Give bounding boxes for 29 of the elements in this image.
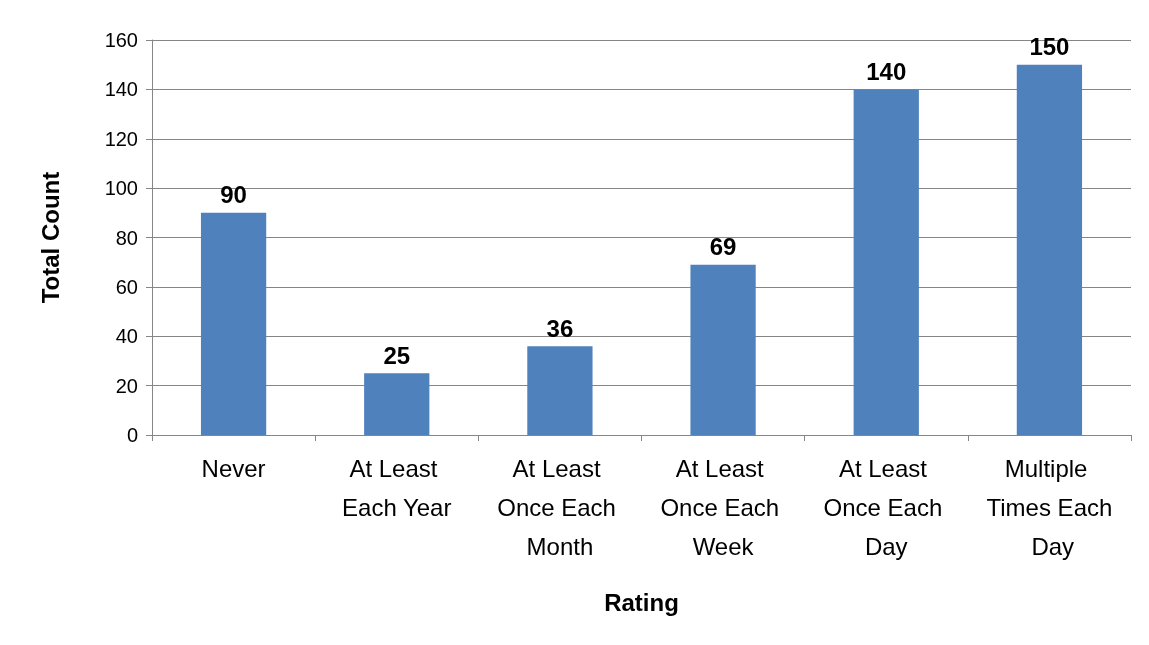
bar [1016,64,1083,435]
y-tick-label: 40 [115,325,138,348]
y-tick-label: 160 [104,29,138,51]
y-tick-label: 120 [104,127,138,150]
data-label: 25 [383,341,411,369]
x-tick-label: At Least Each Year [342,455,452,521]
data-label: 150 [1029,33,1070,61]
x-tick-label: Multiple Times Each Day [986,455,1113,560]
x-tick-label: At Least Once Each Week [660,455,786,560]
y-tick-label: 60 [115,275,138,298]
bar [690,264,756,435]
bar [200,212,267,435]
x-axis-title: Rating [604,588,679,616]
bar [364,373,430,435]
data-label: 36 [546,314,574,342]
bar [527,346,593,435]
y-axis-title: Total Count [36,171,64,304]
data-label: 140 [866,57,907,85]
x-tick-label: Never [201,455,266,482]
x-tick-label: At Least Once Each Month [497,455,623,560]
y-tick-label: 0 [126,424,138,446]
y-tick-label: 80 [115,226,138,249]
y-tick-label: 20 [115,374,138,397]
y-tick-label: 140 [104,78,138,101]
x-tick-label: At Least Once Each Day [823,455,949,560]
data-label: 90 [220,181,247,209]
y-tick-label: 100 [104,177,138,200]
bar [853,89,919,435]
data-label: 69 [709,233,737,261]
